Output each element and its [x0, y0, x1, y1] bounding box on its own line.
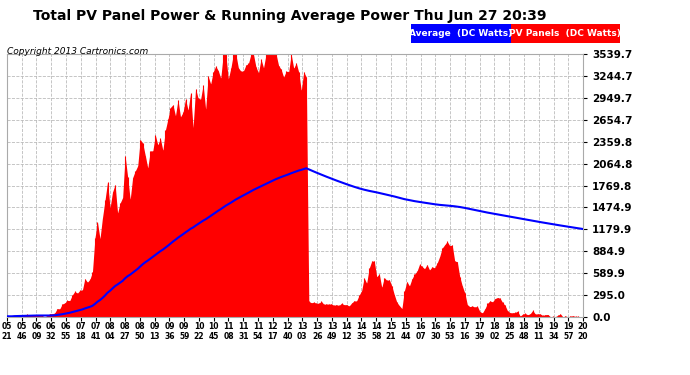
Text: PV Panels  (DC Watts): PV Panels (DC Watts) — [509, 29, 621, 38]
Text: Total PV Panel Power & Running Average Power Thu Jun 27 20:39: Total PV Panel Power & Running Average P… — [33, 9, 546, 23]
Text: Copyright 2013 Cartronics.com: Copyright 2013 Cartronics.com — [7, 47, 148, 56]
Text: Average  (DC Watts): Average (DC Watts) — [409, 29, 512, 38]
